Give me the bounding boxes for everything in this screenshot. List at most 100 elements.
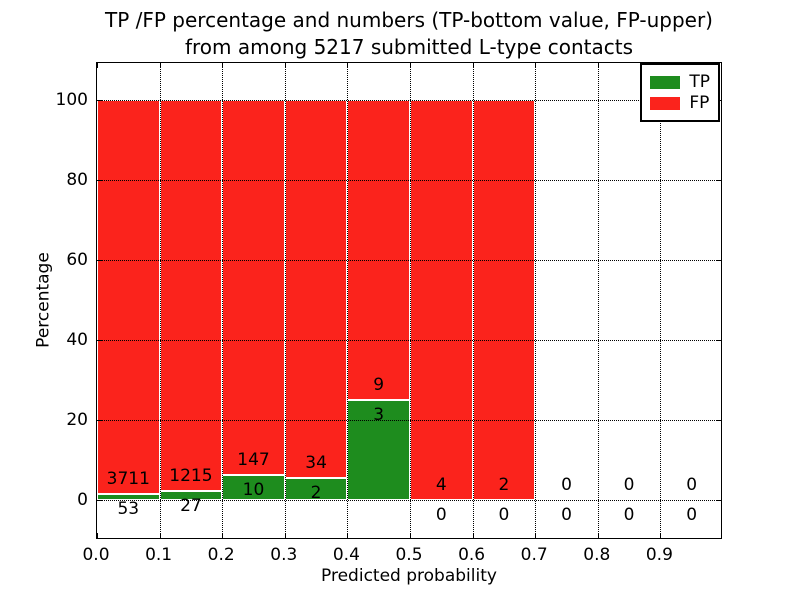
x-tick-bottom <box>660 533 662 538</box>
x-tick-label: 0.1 <box>145 545 173 565</box>
x-tick-label: 0.5 <box>395 545 423 565</box>
tp-count-label: 0 <box>623 505 635 525</box>
y-gridline <box>97 340 721 341</box>
fp-bar-segment <box>97 100 160 495</box>
x-tick-label: 0.6 <box>458 545 486 565</box>
fp-bar-segment <box>472 100 536 500</box>
y-tick-right <box>716 500 721 501</box>
x-axis-label: Predicted probability <box>321 566 497 586</box>
chart-title-line1: TP /FP percentage and numbers (TP-bottom… <box>105 8 713 32</box>
y-tick-label: 40 <box>66 330 88 350</box>
tp-count-label: 0 <box>561 505 572 525</box>
legend-item-tp: TP <box>650 73 710 91</box>
x-tick-top <box>535 63 537 68</box>
fp-legend-label: FP <box>689 93 710 113</box>
fp-count-label: 2 <box>498 475 510 495</box>
x-tick-label: 0.7 <box>520 545 548 565</box>
fp-bar-segment <box>347 100 410 400</box>
fp-bar-segment <box>222 100 285 475</box>
tp-count-label: 10 <box>242 479 265 500</box>
x-tick-top <box>284 63 286 68</box>
fp-bar-segment <box>159 100 223 492</box>
y-gridline <box>97 500 721 501</box>
fp-count-label: 34 <box>305 452 327 473</box>
x-tick-label: 0.8 <box>583 545 611 565</box>
x-tick-label: 0.3 <box>270 545 298 565</box>
x-tick-top <box>410 63 411 68</box>
y-tick-right <box>716 260 721 261</box>
fp-count-label: 0 <box>561 475 572 495</box>
x-tick-label: 0.2 <box>207 545 235 565</box>
chart-title: TP /FP percentage and numbers (TP-bottom… <box>96 7 722 61</box>
y-tick-left <box>97 500 102 501</box>
y-gridline <box>97 420 721 421</box>
x-gridline <box>347 63 349 538</box>
y-tick-left <box>97 100 102 101</box>
y-tick-right <box>716 180 721 181</box>
x-gridline <box>159 63 161 538</box>
x-tick-bottom <box>535 533 537 538</box>
y-gridline <box>97 260 721 261</box>
fp-count-label: 0 <box>686 475 698 495</box>
fp-count-label: 9 <box>373 375 385 395</box>
tp-count-label: 2 <box>310 482 322 503</box>
tp-count-label: 0 <box>498 505 510 525</box>
y-tick-left <box>97 180 102 181</box>
fp-count-label: 1215 <box>169 466 213 487</box>
y-tick-right <box>716 340 721 341</box>
fp-count-label: 4 <box>435 475 447 495</box>
tp-count-label: 0 <box>686 505 698 525</box>
x-tick-label: 0.4 <box>332 545 360 565</box>
tp-legend-label: TP <box>689 72 710 92</box>
x-tick-bottom <box>284 533 286 538</box>
tp-count-label: 0 <box>435 505 447 525</box>
x-gridline <box>660 63 662 538</box>
y-tick-label: 100 <box>55 90 88 110</box>
x-tick-bottom <box>347 533 349 538</box>
plot-area: TP FP 3711 53 1215 27 147 10 34 2 9 3 4 0 2 0 0 0 0 0 0 0 <box>96 62 722 539</box>
fp-swatch-icon <box>650 96 681 110</box>
y-tick-left <box>97 260 102 261</box>
tp-bar-segment <box>347 400 410 500</box>
y-tick-label: 60 <box>66 250 88 270</box>
y-axis-label: Percentage <box>33 252 54 348</box>
legend-item-fp: FP <box>650 94 710 112</box>
x-gridline <box>472 63 474 538</box>
y-gridline <box>97 180 721 181</box>
y-tick-label: 0 <box>77 490 88 510</box>
x-tick-top <box>222 63 224 68</box>
tp-count-label: 3 <box>373 405 385 425</box>
x-gridline <box>284 63 286 538</box>
y-tick-label: 20 <box>66 410 88 430</box>
x-tick-top <box>597 63 599 68</box>
x-tick-top <box>472 63 474 68</box>
x-tick-bottom <box>597 533 599 538</box>
x-tick-bottom <box>222 533 224 538</box>
tp-bar-segment <box>97 494 160 500</box>
x-tick-label: 0.9 <box>645 545 673 565</box>
x-gridline <box>410 63 411 538</box>
x-tick-top <box>159 63 161 68</box>
x-tick-bottom <box>410 533 411 538</box>
fp-count-label: 147 <box>237 449 270 470</box>
chart-title-line2: from among 5217 submitted L-type contact… <box>184 35 634 59</box>
tp-bar-segment <box>222 474 285 500</box>
y-tick-label: 80 <box>66 170 88 190</box>
x-tick-top <box>347 63 349 68</box>
y-tick-right <box>716 420 721 421</box>
x-gridline <box>535 63 537 538</box>
x-tick-bottom <box>472 533 474 538</box>
tp-count-label: 27 <box>180 496 202 517</box>
x-tick-bottom <box>159 533 161 538</box>
y-tick-left <box>97 420 102 421</box>
tp-count-label: 53 <box>117 499 140 520</box>
y-tick-left <box>97 340 102 341</box>
y-gridline <box>97 100 721 101</box>
x-tick-top <box>97 63 98 68</box>
x-tick-bottom <box>97 533 98 538</box>
legend: TP FP <box>640 63 720 122</box>
x-tick-label: 0.0 <box>82 545 110 565</box>
x-gridline <box>597 63 599 538</box>
fp-count-label: 0 <box>623 475 635 495</box>
